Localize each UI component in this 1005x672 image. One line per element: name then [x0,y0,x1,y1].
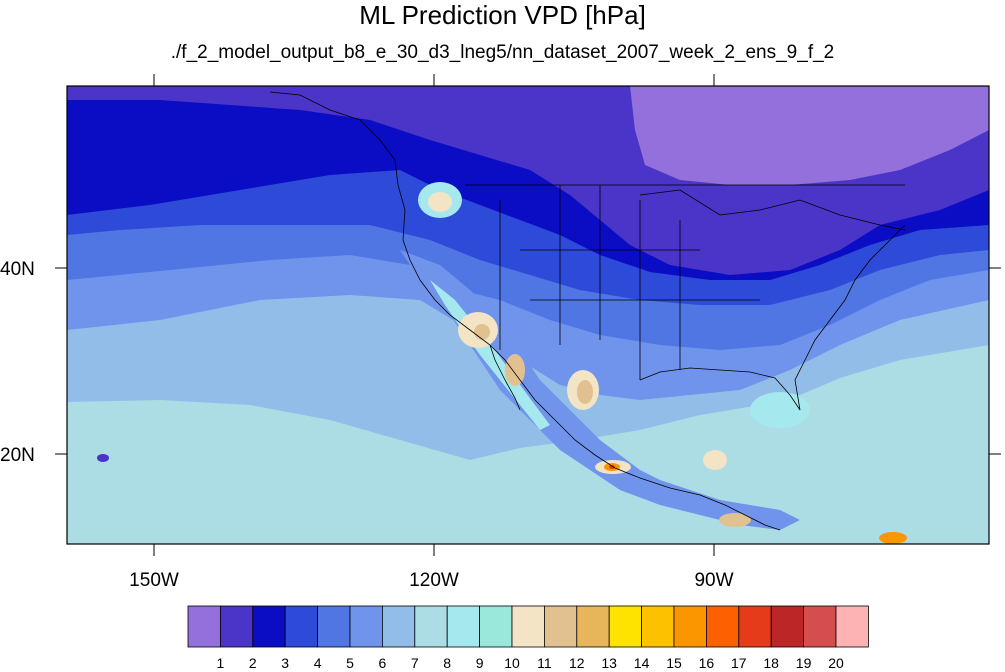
colorbar-label: 17 [731,655,747,671]
colorbar-label: 2 [248,655,257,671]
colorbar-label: 9 [475,655,484,671]
field-blob-tan-mx [577,380,593,404]
coastlines [269,91,906,531]
colorbar-label: 20 [828,655,844,671]
colorbar-label: 6 [378,655,387,671]
y-tick-label: 20N [0,445,35,466]
x-tick-label: 120W [409,570,459,591]
x-tick-label: 150W [129,570,179,591]
field-blob-orange-se [879,532,907,544]
colorbar-label: 7 [410,655,419,671]
map-frame [66,85,990,545]
colorbar-label: 11 [537,655,552,671]
colorbar-label: 10 [504,655,520,671]
x-tick-label: 90W [694,570,734,591]
field-blob-sand-gulf [703,450,727,470]
axis-ticks [55,74,1001,556]
plot-subtitle: ./f_2_model_output_b8_e_30_d3_lneg5/nn_d… [170,42,835,63]
colorbar-label: 15 [666,655,682,671]
field-blob-tan-ca [474,324,490,340]
field-coast-cyan [430,280,550,430]
field-blob-red-s [609,465,615,469]
plot-title: ML Prediction VPD [hPa] [359,0,646,30]
field-band-lavender [630,86,989,185]
colorbar-label: 12 [569,655,585,671]
colorbar-label: 16 [698,655,715,671]
colorbar-label: 8 [443,655,452,671]
y-tick-label: 40N [0,259,35,280]
field-blob-tan-baja [505,354,525,386]
colorbar-label: 14 [633,655,650,671]
colorbar-label: 13 [601,655,617,671]
colorbar-label: 18 [763,655,779,671]
colorbar-label: 19 [795,655,812,671]
field-hawaii [97,454,109,462]
colorbar-label: 3 [281,655,290,671]
field-blob-sand-nw [428,192,452,212]
colorbar-label: 5 [346,655,354,671]
colorbar-label: 1 [216,655,225,671]
field-blob-cyan-fl [750,392,810,428]
colorbar-label: 4 [313,655,322,671]
vpd-field [67,86,989,544]
field-blob-tan-ca2 [719,513,751,527]
